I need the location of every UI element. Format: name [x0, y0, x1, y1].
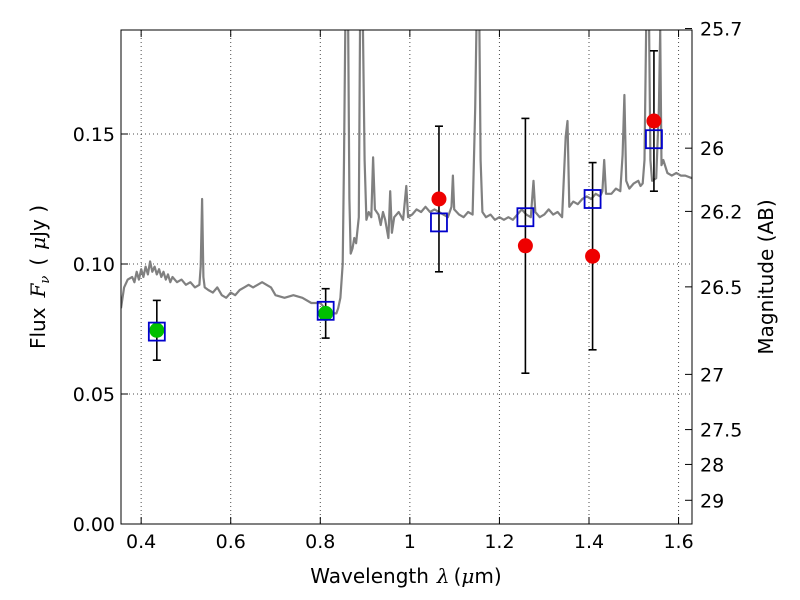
y2-tick-label: 26: [700, 138, 724, 160]
x-axis-title: Wavelength λ (μm): [310, 564, 501, 588]
plot-data: [121, 30, 692, 375]
observed-point-red: [517, 238, 533, 254]
y2-tick-label: 27: [700, 364, 724, 386]
model-square: [147, 321, 166, 342]
x-tick-label: 1: [404, 531, 416, 553]
spectrum-line: [121, 30, 692, 315]
y-axis-title: FluxFν(μJy ): [26, 205, 53, 349]
y2-tick-label: 25.7: [700, 19, 742, 41]
ticks: 0.4 0.6 0.8 1 1.2 1.4 1.6 0.00 0.05 0.10 0.15 25.7 2…: [73, 19, 743, 553]
x-tick-label: 0.8: [305, 531, 335, 553]
observed-point-green: [149, 322, 165, 338]
y2-tick-label: 26.2: [700, 201, 742, 223]
x-tick-label: 0.6: [216, 531, 246, 553]
model-square: [316, 300, 335, 321]
x-tick-label: 1.2: [484, 531, 514, 553]
model-square: [516, 207, 535, 228]
plot-frame: [120, 29, 693, 525]
x-tick-label: 1.6: [663, 531, 693, 553]
y-tick-label: 0.10: [73, 254, 115, 276]
y2-tick-label: 29: [700, 490, 724, 512]
y-tick-label: 0.05: [73, 384, 115, 406]
y2-axis-title: Magnitude (AB): [754, 199, 778, 354]
y2-tick-label: 27.5: [700, 420, 742, 442]
observed-point-red: [585, 248, 601, 264]
model-square: [645, 129, 663, 150]
x-tick-label: 0.4: [126, 531, 156, 553]
y-tick-label: 0.00: [73, 514, 115, 536]
y-tick-label: 0.15: [73, 124, 115, 146]
observed-point-red: [431, 191, 447, 207]
model-square: [583, 189, 602, 209]
observed-point-green: [318, 305, 334, 321]
model-square: [430, 212, 448, 233]
observed-point-red: [646, 113, 662, 129]
y2-tick-label: 28: [700, 454, 724, 476]
y2-tick-label: 26.5: [700, 277, 742, 299]
x-tick-label: 1.4: [574, 531, 604, 553]
